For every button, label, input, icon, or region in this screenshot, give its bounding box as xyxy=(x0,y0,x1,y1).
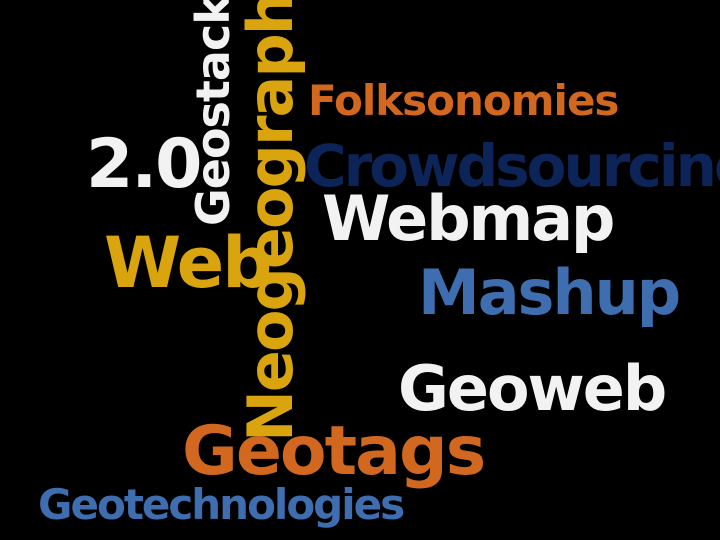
word-geotechnologies: Geotechnologies xyxy=(38,480,405,529)
word-crowdsourcing: Crowdsourcing xyxy=(304,132,720,200)
word-geotags: Geotags xyxy=(182,412,486,491)
word-webmap: Webmap xyxy=(322,182,615,255)
word-geostack: Geostack xyxy=(186,0,240,226)
word-neogeography: Neogeography xyxy=(234,0,307,442)
word-web: Web xyxy=(104,222,272,304)
word-2-0: 2.0 xyxy=(86,125,202,204)
word-geoweb: Geoweb xyxy=(398,352,667,425)
word-mashup: Mashup xyxy=(418,256,681,329)
word-folksonomies: Folksonomies xyxy=(308,76,619,125)
